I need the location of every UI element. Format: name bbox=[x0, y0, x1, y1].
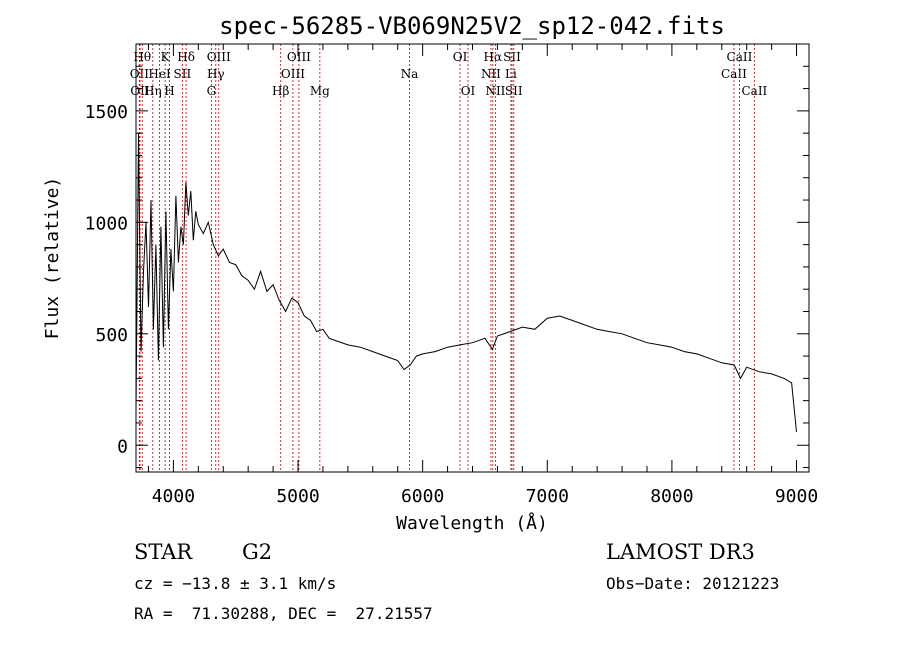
object-subclass: G2 bbox=[242, 540, 273, 564]
marker-label-18: OI bbox=[461, 84, 476, 98]
marker-label-3: Hη bbox=[144, 84, 162, 98]
marker-label-22: Li bbox=[505, 67, 517, 81]
spectrum-line bbox=[135, 133, 797, 432]
marker-label-1: OII bbox=[130, 84, 150, 98]
marker-label-27: CaII bbox=[741, 84, 767, 98]
marker-label-24: SII bbox=[505, 84, 523, 98]
axis-ticks: 4000 5000 6000 7000 8000 9000 0 500 1000 1500 bbox=[85, 44, 818, 507]
chart-title: spec-56285-VB069N25V2_sp12-042.fits bbox=[219, 12, 725, 40]
marker-label-4: HeI bbox=[148, 67, 171, 81]
x-tick-label-5: 9000 bbox=[775, 486, 818, 507]
plot-frame bbox=[135, 43, 810, 473]
marker-label-13: OIII bbox=[281, 67, 305, 81]
marker-label-2: Hθ bbox=[133, 50, 151, 64]
marker-label-19: NII bbox=[481, 67, 501, 81]
marker-label-11: OIII bbox=[207, 50, 231, 64]
marker-label-15: Mg bbox=[310, 84, 330, 98]
marker-label-20: Hα bbox=[484, 50, 503, 64]
marker-label-8: Hδ bbox=[177, 50, 195, 64]
marker-label-26: CaII bbox=[727, 50, 753, 64]
x-tick-label-3: 7000 bbox=[526, 486, 569, 507]
marker-label-16: Na bbox=[401, 67, 419, 81]
y-tick-label-2: 1000 bbox=[85, 213, 128, 234]
marker-label-21: NII bbox=[485, 84, 505, 98]
survey-name: LAMOST DR3 bbox=[606, 540, 755, 564]
y-tick-label-3: 1500 bbox=[85, 102, 128, 123]
line-markers: OIIOIIHθHηHeIKHSIIHδGHγOIIIHβOIIIOIIIMgN… bbox=[130, 44, 768, 472]
marker-label-5: K bbox=[161, 50, 171, 64]
redshift-value: cz = −13.8 ± 3.1 km/s bbox=[134, 574, 337, 593]
marker-label-7: SII bbox=[174, 67, 192, 81]
marker-label-9: G bbox=[207, 84, 217, 98]
marker-label-10: Hγ bbox=[207, 67, 225, 81]
object-class: STAR bbox=[134, 540, 193, 564]
x-tick-label-4: 8000 bbox=[650, 486, 693, 507]
marker-label-17: OI bbox=[453, 50, 468, 64]
x-tick-label-1: 5000 bbox=[276, 486, 319, 507]
y-axis-label: Flux (relative) bbox=[42, 177, 63, 340]
x-tick-label-0: 4000 bbox=[152, 486, 195, 507]
y-tick-label-0: 0 bbox=[117, 436, 128, 457]
x-tick-label-2: 6000 bbox=[401, 486, 444, 507]
marker-label-6: H bbox=[164, 84, 174, 98]
plot-area bbox=[135, 43, 810, 473]
marker-label-12: Hβ bbox=[272, 84, 289, 98]
marker-label-25: CaII bbox=[721, 67, 747, 81]
y-tick-label-1: 500 bbox=[95, 325, 128, 346]
marker-label-23: SII bbox=[503, 50, 521, 64]
coordinates: RA = 71.30288, DEC = 27.21557 bbox=[134, 604, 433, 623]
x-axis-label: Wavelength (Å) bbox=[396, 512, 548, 534]
marker-label-0: OII bbox=[130, 67, 150, 81]
marker-label-14: OIII bbox=[287, 50, 311, 64]
observation-date: Obs−Date: 20121223 bbox=[606, 574, 780, 593]
